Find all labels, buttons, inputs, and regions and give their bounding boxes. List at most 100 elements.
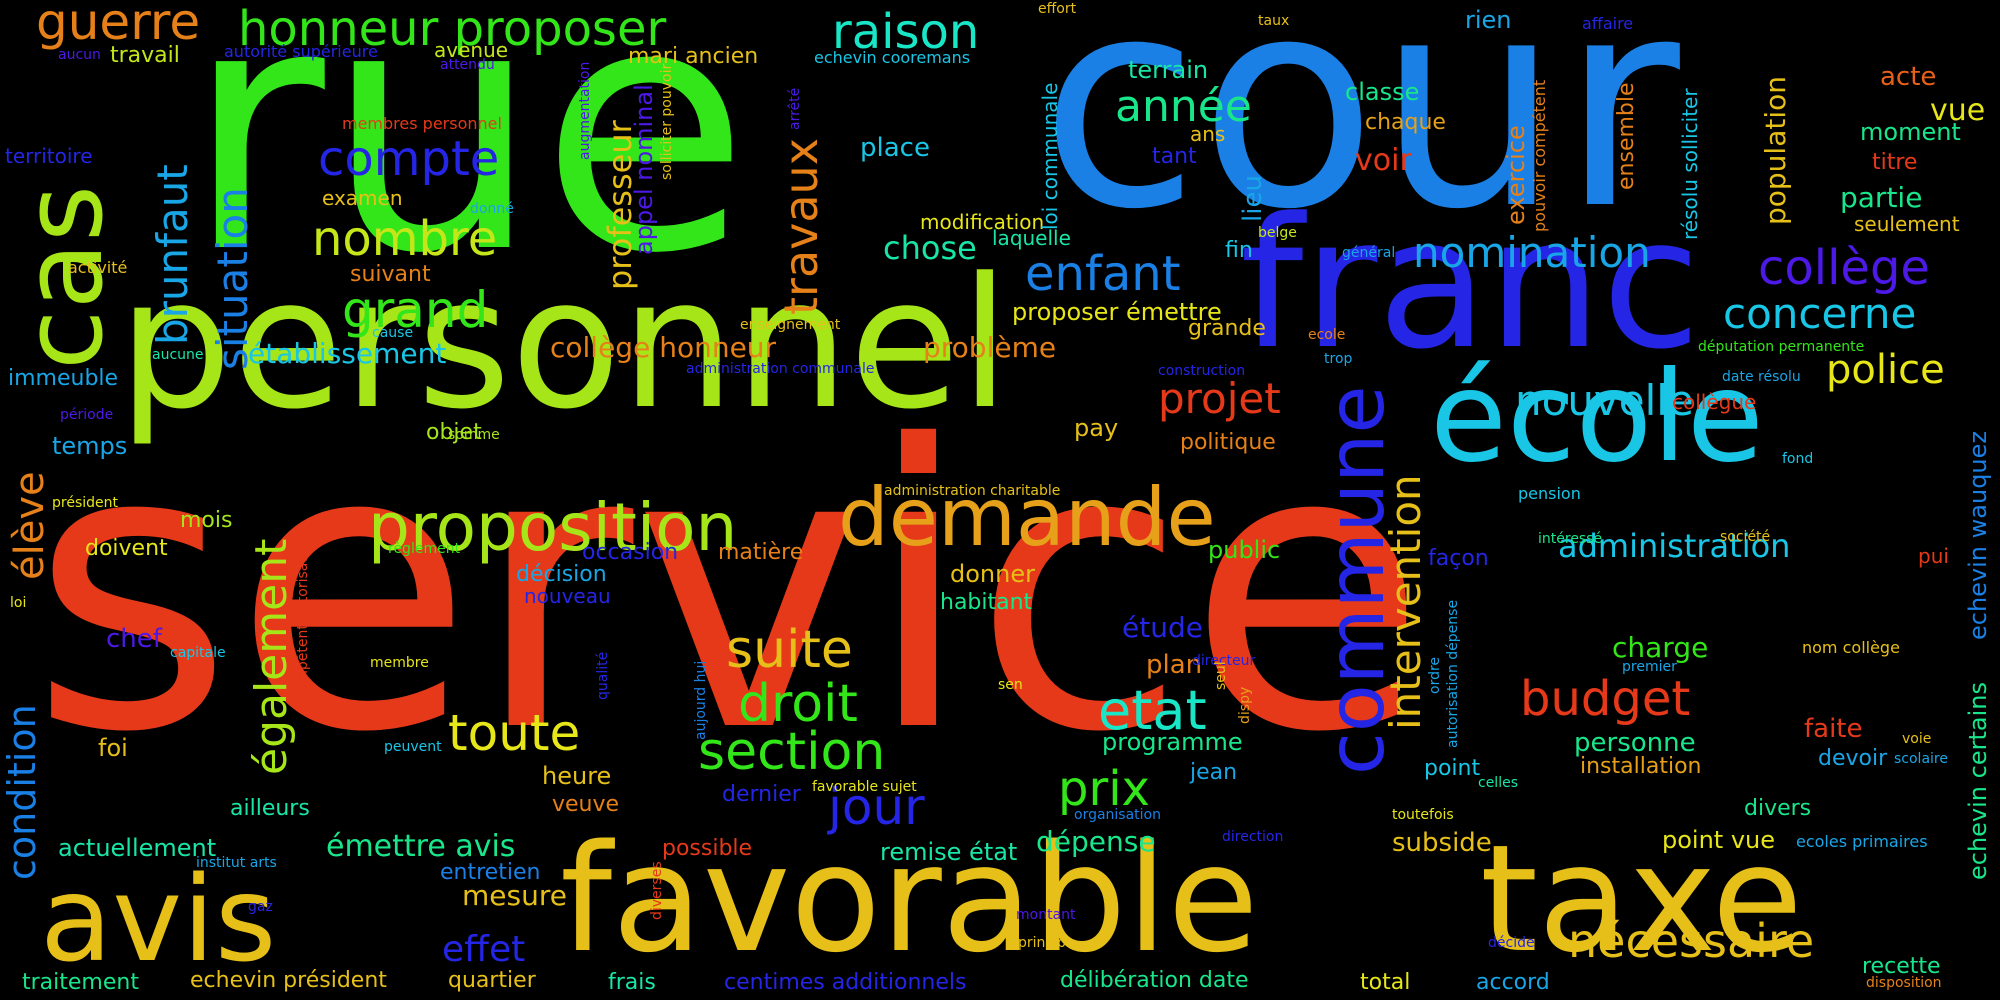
word: directeur	[1192, 653, 1256, 669]
word: franc	[1240, 180, 1701, 389]
word: charge	[1612, 631, 1709, 664]
word: peuvent	[384, 739, 442, 755]
word: echevin certains	[1964, 682, 1992, 880]
word: police	[1826, 347, 1945, 393]
word: compte	[318, 131, 500, 187]
word: section	[698, 722, 886, 782]
word: décide	[1488, 935, 1535, 951]
word: principe	[1018, 935, 1075, 951]
word: autorité supérieure	[224, 42, 378, 61]
word: prix	[1058, 761, 1150, 817]
word: jean	[1190, 760, 1238, 785]
word: premier	[1622, 659, 1677, 675]
word: donné	[470, 201, 514, 217]
word: programme	[1102, 728, 1243, 756]
word: possible	[662, 836, 753, 861]
word: seulement	[1854, 212, 1960, 236]
word: voir	[1355, 143, 1412, 178]
word: chef	[106, 624, 162, 654]
word: point vue	[1662, 826, 1776, 854]
word: activité	[68, 258, 128, 277]
word: collège honneur	[550, 331, 777, 364]
word: divers	[1744, 796, 1812, 821]
word: proposition	[368, 489, 738, 566]
word: ailleurs	[230, 796, 310, 821]
word: plan	[1146, 650, 1203, 680]
word: seul	[1213, 661, 1229, 690]
word: année	[1115, 81, 1252, 132]
word: echevin cooremans	[814, 48, 971, 67]
word: jour	[828, 778, 925, 836]
word: pension	[1518, 484, 1581, 503]
word: dépense	[1036, 825, 1156, 858]
word: brunfaut	[148, 164, 197, 345]
word: actuellement	[58, 834, 217, 862]
word: occasion	[582, 540, 679, 565]
word: ans	[1190, 122, 1226, 146]
word: suite	[726, 620, 853, 680]
word: nomination	[1413, 228, 1651, 277]
word: grand	[342, 281, 489, 339]
word: recette	[1862, 954, 1941, 979]
word: habitant	[940, 590, 1033, 615]
word: délibération date	[1060, 968, 1249, 993]
word: favorable	[560, 813, 1259, 985]
word: chaque	[1365, 110, 1446, 135]
word: pay	[1074, 414, 1119, 442]
word: echevin président	[190, 968, 387, 993]
word: classe	[1345, 78, 1420, 106]
word: modification	[920, 210, 1045, 234]
word: étude	[1122, 611, 1203, 644]
word: droit	[738, 674, 858, 734]
word: veuve	[552, 792, 620, 817]
word: population	[1759, 76, 1792, 225]
word: fin	[1225, 238, 1253, 263]
word: mesure	[462, 879, 567, 912]
word: remise état	[880, 838, 1018, 866]
word: résolu solliciter	[1678, 88, 1702, 240]
word: guerre	[36, 0, 201, 51]
word: traitement	[22, 970, 139, 995]
word: direction	[1222, 829, 1284, 845]
word: travail	[110, 43, 180, 68]
word: administration	[1558, 527, 1791, 565]
word: etat	[1098, 679, 1207, 742]
word: quartier	[448, 968, 536, 993]
word: institut arts	[196, 855, 277, 871]
word: service	[30, 363, 1427, 817]
word: président	[52, 495, 118, 511]
word: travaux	[774, 138, 828, 315]
word: chose	[883, 229, 977, 267]
word: taux	[1258, 13, 1290, 29]
word: terrain	[1128, 56, 1209, 84]
word: objet	[426, 420, 482, 445]
word: disposition	[1866, 975, 1942, 991]
word: ecole	[1308, 327, 1346, 343]
word: ordre	[1427, 656, 1443, 694]
word: avis	[40, 850, 277, 988]
word: centimes additionnels	[724, 970, 967, 995]
word: rue	[185, 0, 750, 328]
word: examen	[322, 186, 403, 210]
word: ecoles primaires	[1796, 832, 1928, 851]
word: date résolu	[1722, 369, 1801, 385]
word: effort	[1038, 1, 1077, 17]
word: école	[1430, 345, 1764, 490]
word: rien	[1465, 6, 1512, 34]
word: suivant	[350, 262, 431, 287]
word: projet	[1158, 374, 1281, 423]
word: nouvelle	[1515, 376, 1694, 425]
word: echevin wauquez	[1964, 430, 1992, 640]
word: problème	[923, 331, 1057, 364]
word: dispy	[1237, 686, 1253, 724]
word: honneur proposer	[238, 1, 667, 57]
word: personne	[1574, 728, 1696, 758]
word: enseignement	[740, 317, 841, 333]
word: accord	[1476, 970, 1550, 995]
word: ensemble	[1614, 82, 1639, 190]
word: élève	[7, 471, 53, 580]
word: avenue	[434, 38, 509, 62]
word: budget	[1520, 671, 1691, 727]
word: fond	[1782, 451, 1814, 467]
